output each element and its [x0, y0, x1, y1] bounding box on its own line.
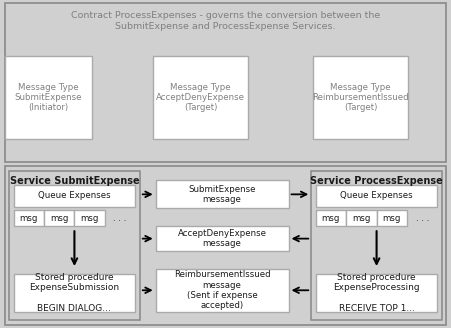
FancyBboxPatch shape [5, 56, 92, 139]
FancyBboxPatch shape [316, 274, 437, 312]
FancyBboxPatch shape [316, 185, 437, 207]
Text: . . .: . . . [113, 214, 127, 223]
Text: msg: msg [352, 214, 371, 223]
FancyBboxPatch shape [156, 226, 289, 251]
FancyBboxPatch shape [9, 171, 140, 320]
FancyBboxPatch shape [44, 210, 74, 226]
FancyBboxPatch shape [346, 210, 377, 226]
Text: Contract ProcessExpenses - governs the conversion between the
SubmitExpense and : Contract ProcessExpenses - governs the c… [71, 11, 380, 31]
FancyBboxPatch shape [14, 274, 135, 312]
FancyBboxPatch shape [156, 180, 289, 208]
Text: SubmitExpense
message: SubmitExpense message [189, 185, 256, 204]
Text: msg: msg [382, 214, 401, 223]
Text: Queue Expenses: Queue Expenses [340, 192, 413, 200]
Text: msg: msg [80, 214, 99, 223]
Text: msg: msg [50, 214, 69, 223]
Text: Service ProcessExpense: Service ProcessExpense [310, 176, 443, 186]
FancyBboxPatch shape [316, 210, 346, 226]
Text: AcceptDenyExpense
message: AcceptDenyExpense message [178, 229, 267, 248]
FancyBboxPatch shape [153, 56, 248, 139]
Text: ReimbursementIssued
message
(Sent if expense
accepted): ReimbursementIssued message (Sent if exp… [174, 270, 271, 310]
Text: Stored procedure
ExpenseSubmission

BEGIN DIALOG...: Stored procedure ExpenseSubmission BEGIN… [29, 273, 120, 313]
FancyBboxPatch shape [311, 171, 442, 320]
Text: Message Type
AcceptDenyExpense
(Target): Message Type AcceptDenyExpense (Target) [156, 83, 245, 113]
Text: msg: msg [19, 214, 38, 223]
Text: Queue Expenses: Queue Expenses [38, 192, 111, 200]
FancyBboxPatch shape [74, 210, 105, 226]
FancyBboxPatch shape [5, 166, 446, 325]
Text: Service SubmitExpense: Service SubmitExpense [9, 176, 139, 186]
Text: Message Type
SubmitExpense
(Initiator): Message Type SubmitExpense (Initiator) [15, 83, 82, 113]
FancyBboxPatch shape [5, 3, 446, 162]
Text: Stored procedure
ExpenseProcessing

RECEIVE TOP 1...: Stored procedure ExpenseProcessing RECEI… [333, 273, 420, 313]
Text: . . .: . . . [415, 214, 429, 223]
FancyBboxPatch shape [14, 185, 135, 207]
FancyBboxPatch shape [313, 56, 408, 139]
FancyBboxPatch shape [377, 210, 407, 226]
FancyBboxPatch shape [14, 210, 44, 226]
Text: msg: msg [322, 214, 340, 223]
Text: Message Type
ReimbursementIssued
(Target): Message Type ReimbursementIssued (Target… [313, 83, 409, 113]
FancyBboxPatch shape [156, 269, 289, 312]
